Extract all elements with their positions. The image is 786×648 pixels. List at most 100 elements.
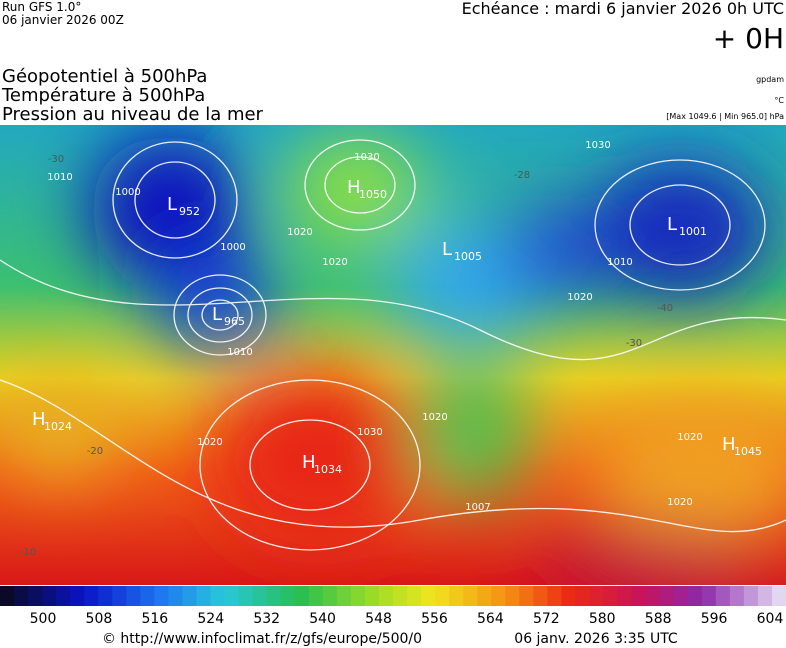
- colorbar-swatch: [673, 586, 689, 606]
- temperature-label: -10: [20, 547, 36, 558]
- source-url: © http://www.infoclimat.fr/z/gfs/europe/…: [102, 631, 422, 647]
- colorbar-swatch: [378, 586, 394, 606]
- colorbar-swatch: [266, 586, 282, 606]
- colorbar-swatch: [631, 586, 647, 606]
- pressure-center-value: 952: [179, 205, 200, 218]
- colorbar-swatch: [659, 586, 675, 606]
- colorbar-label: 500: [30, 611, 57, 627]
- isobar-label: 1020: [667, 497, 692, 508]
- colorbar-swatch: [70, 586, 85, 606]
- isobar-label: 1030: [357, 427, 382, 438]
- colorbar-swatch: [603, 586, 619, 606]
- colorbar-swatch: [112, 586, 127, 606]
- pressure-center-value: 965: [224, 315, 245, 328]
- colorbar-swatch: [435, 586, 450, 606]
- pressure-center-letter: L: [442, 239, 452, 260]
- colorbar-swatch: [322, 586, 338, 606]
- pressure-center-value: 1024: [44, 420, 72, 433]
- colorbar-label: 532: [253, 611, 280, 627]
- colorbar-label: 508: [86, 611, 113, 627]
- colorbar-swatch: [14, 586, 29, 606]
- pressure-center-letter: H: [302, 452, 316, 473]
- colorbar-swatch: [56, 586, 71, 606]
- colorbar-swatch: [84, 586, 99, 606]
- colorbar-label: 588: [645, 611, 672, 627]
- title-temperature: Température à 500hPa: [1, 85, 205, 106]
- lead-time: + 0H: [713, 22, 784, 55]
- colorbar-label: 604: [757, 611, 784, 627]
- title-pressure: Pression au niveau de la mer: [2, 104, 264, 125]
- colorbar-swatch: [280, 586, 296, 606]
- colorbar-label: 564: [477, 611, 504, 627]
- colorbar-label: 572: [533, 611, 560, 627]
- colorbar: 500 508 516 524 532 540 548 556 564 572 580 588 596 6…: [0, 586, 786, 627]
- colorbar-label: 516: [141, 611, 168, 627]
- run-label: Run GFS 1.0°: [2, 0, 81, 14]
- colorbar-swatch: [589, 586, 605, 606]
- pressure-center-letter: H: [32, 409, 46, 430]
- forecast-time: Echéance : mardi 6 janvier 2026 0h UTC: [462, 0, 784, 18]
- map: [0, 125, 786, 585]
- temperature-label: -30: [48, 154, 64, 165]
- title-geopotential: Géopotentiel à 500hPa: [2, 66, 207, 87]
- colorbar-label: 540: [309, 611, 336, 627]
- colorbar-swatch: [449, 586, 464, 606]
- pressure-center-letter: H: [347, 177, 361, 198]
- colorbar-swatch: [561, 586, 576, 606]
- colorbar-swatch: [407, 586, 422, 606]
- colorbar-label: 580: [589, 611, 616, 627]
- colorbar-swatch: [224, 586, 240, 606]
- colorbar-swatch: [715, 586, 731, 606]
- pressure-center-value: 1005: [454, 250, 482, 263]
- colorbar-swatch: [154, 586, 169, 606]
- colorbar-label: 548: [365, 611, 392, 627]
- colorbar-swatch: [196, 586, 212, 606]
- unit-pressure: [Max 1049.6 | Min 965.0] hPa: [666, 112, 784, 121]
- temperature-label: -30: [626, 338, 642, 349]
- isobar-label: 1020: [422, 412, 447, 423]
- colorbar-swatch: [126, 586, 141, 606]
- isobar-label: 1030: [585, 140, 610, 151]
- colorbar-swatch: [336, 586, 352, 606]
- colorbar-swatch: [477, 586, 492, 606]
- pressure-center-letter: L: [667, 214, 677, 235]
- colorbar-swatch: [771, 586, 786, 606]
- colorbar-swatch: [364, 586, 380, 606]
- colorbar-swatch: [0, 586, 15, 606]
- isobar-label: 1030: [354, 152, 379, 163]
- colorbar-swatch: [393, 586, 408, 606]
- colorbar-label: 596: [701, 611, 728, 627]
- colorbar-swatch: [210, 586, 226, 606]
- colorbar-swatch: [519, 586, 534, 606]
- colorbar-swatch: [42, 586, 57, 606]
- colorbar-swatch: [182, 586, 197, 606]
- colorbar-swatch: [294, 586, 310, 606]
- colorbar-swatch: [757, 586, 773, 606]
- colorbar-swatch: [505, 586, 520, 606]
- colorbar-swatch: [645, 586, 661, 606]
- run-date: 06 janvier 2026 00Z: [2, 13, 124, 27]
- colorbar-swatch: [701, 586, 717, 606]
- colorbar-swatch: [168, 586, 183, 606]
- isobar-label: 1007: [465, 502, 490, 513]
- unit-geopotential: gpdam: [756, 75, 784, 84]
- isobar-label: 1020: [322, 257, 347, 268]
- pressure-center-letter: H: [722, 434, 736, 455]
- colorbar-swatch: [491, 586, 506, 606]
- colorbar-swatch: [140, 586, 155, 606]
- isobar-label: 1020: [197, 437, 222, 448]
- temperature-label: -28: [514, 170, 530, 181]
- render-time: 06 janv. 2026 3:35 UTC: [514, 631, 678, 647]
- colorbar-swatch: [28, 586, 43, 606]
- pressure-center-letter: L: [167, 194, 177, 215]
- isobar-label: 1000: [220, 242, 245, 253]
- colorbar-swatch: [252, 586, 268, 606]
- isobar-label: 1020: [677, 432, 702, 443]
- colorbar-swatch: [533, 586, 548, 606]
- colorbar-swatch: [308, 586, 324, 606]
- colorbar-swatch: [743, 586, 759, 606]
- colorbar-label: 556: [421, 611, 448, 627]
- colorbar-swatch: [575, 586, 590, 606]
- temperature-label: -20: [87, 446, 103, 457]
- colorbar-label: 524: [197, 611, 224, 627]
